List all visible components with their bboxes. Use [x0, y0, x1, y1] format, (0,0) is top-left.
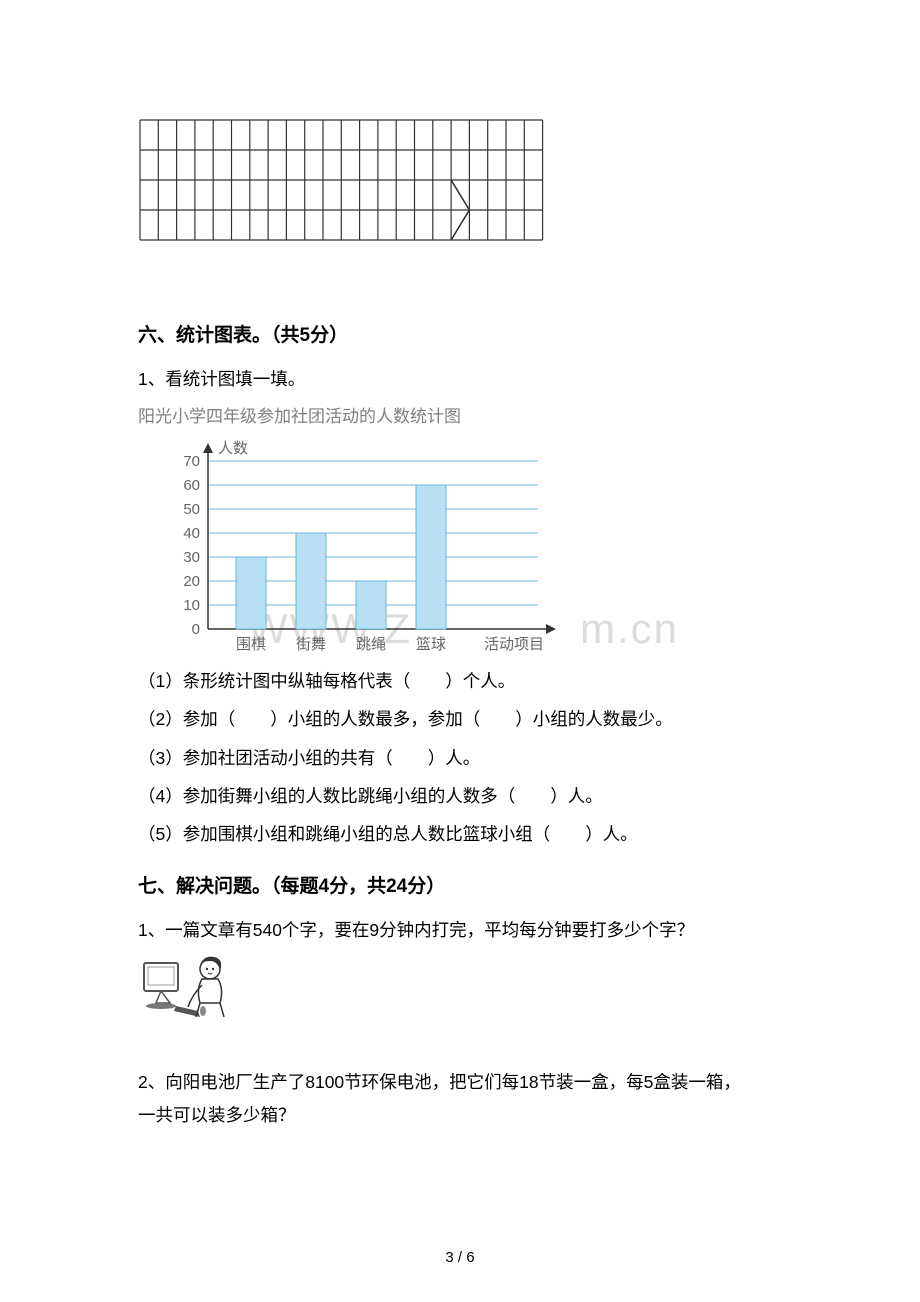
- svg-text:30: 30: [183, 549, 200, 566]
- svg-text:人数: 人数: [218, 440, 248, 457]
- svg-text:活动项目: 活动项目: [484, 636, 544, 653]
- svg-text:70: 70: [183, 453, 200, 470]
- section6-sub1: （1）条形统计图中纵轴每格代表（ ）个人。: [138, 662, 790, 700]
- section6-sub4: （4）参加街舞小组的人数比跳绳小组的人数多（ ）人。: [138, 777, 790, 815]
- svg-text:10: 10: [183, 597, 200, 614]
- top-grid-area: [138, 118, 790, 242]
- bar-chart: 0 10 20 30 40 50 60 70 人数围棋 街舞 跳绳 篮球 活动项目: [158, 429, 790, 662]
- svg-text:50: 50: [183, 501, 200, 518]
- section7-q1: 1、一篇文章有540个字，要在9分钟内打完，平均每分钟要打多少个字？: [138, 914, 790, 947]
- section-6-heading: 六、统计图表。（共5分）: [138, 320, 790, 347]
- section-7-heading: 七、解决问题。（每题4分，共24分）: [138, 871, 790, 898]
- section7-q2-line2: 一共可以装多少箱？: [138, 1099, 790, 1132]
- page-content: 六、统计图表。（共5分） 1、看统计图填一填。 阳光小学四年级参加社团活动的人数…: [138, 118, 790, 1133]
- section7-q2-line1: 2、向阳电池厂生产了8100节环保电池，把它们每18节装一盒，每5盒装一箱，: [138, 1066, 790, 1099]
- section6-sub2: （2）参加（ ）小组的人数最多，参加（ ）小组的人数最少。: [138, 700, 790, 738]
- chart-title: 阳光小学四年级参加社团活动的人数统计图: [138, 402, 790, 427]
- svg-text:跳绳: 跳绳: [356, 636, 386, 653]
- section6-q1: 1、看统计图填一填。: [138, 363, 790, 396]
- section6-sub5: （5）参加围棋小组和跳绳小组的总人数比篮球小组（ ）人。: [138, 815, 790, 853]
- section6-sub3: （3）参加社团活动小组的共有（ ）人。: [138, 739, 790, 777]
- svg-text:40: 40: [183, 525, 200, 542]
- answer-grid: [138, 118, 545, 242]
- svg-text:街舞: 街舞: [296, 636, 326, 653]
- svg-text:0: 0: [192, 621, 200, 638]
- computer-girl-illustration: [138, 951, 238, 1026]
- svg-text:20: 20: [183, 573, 200, 590]
- page-footer: 3 / 6: [0, 1249, 920, 1266]
- svg-text:围棋: 围棋: [236, 636, 266, 653]
- svg-text:篮球: 篮球: [416, 635, 446, 653]
- svg-text:60: 60: [183, 477, 200, 494]
